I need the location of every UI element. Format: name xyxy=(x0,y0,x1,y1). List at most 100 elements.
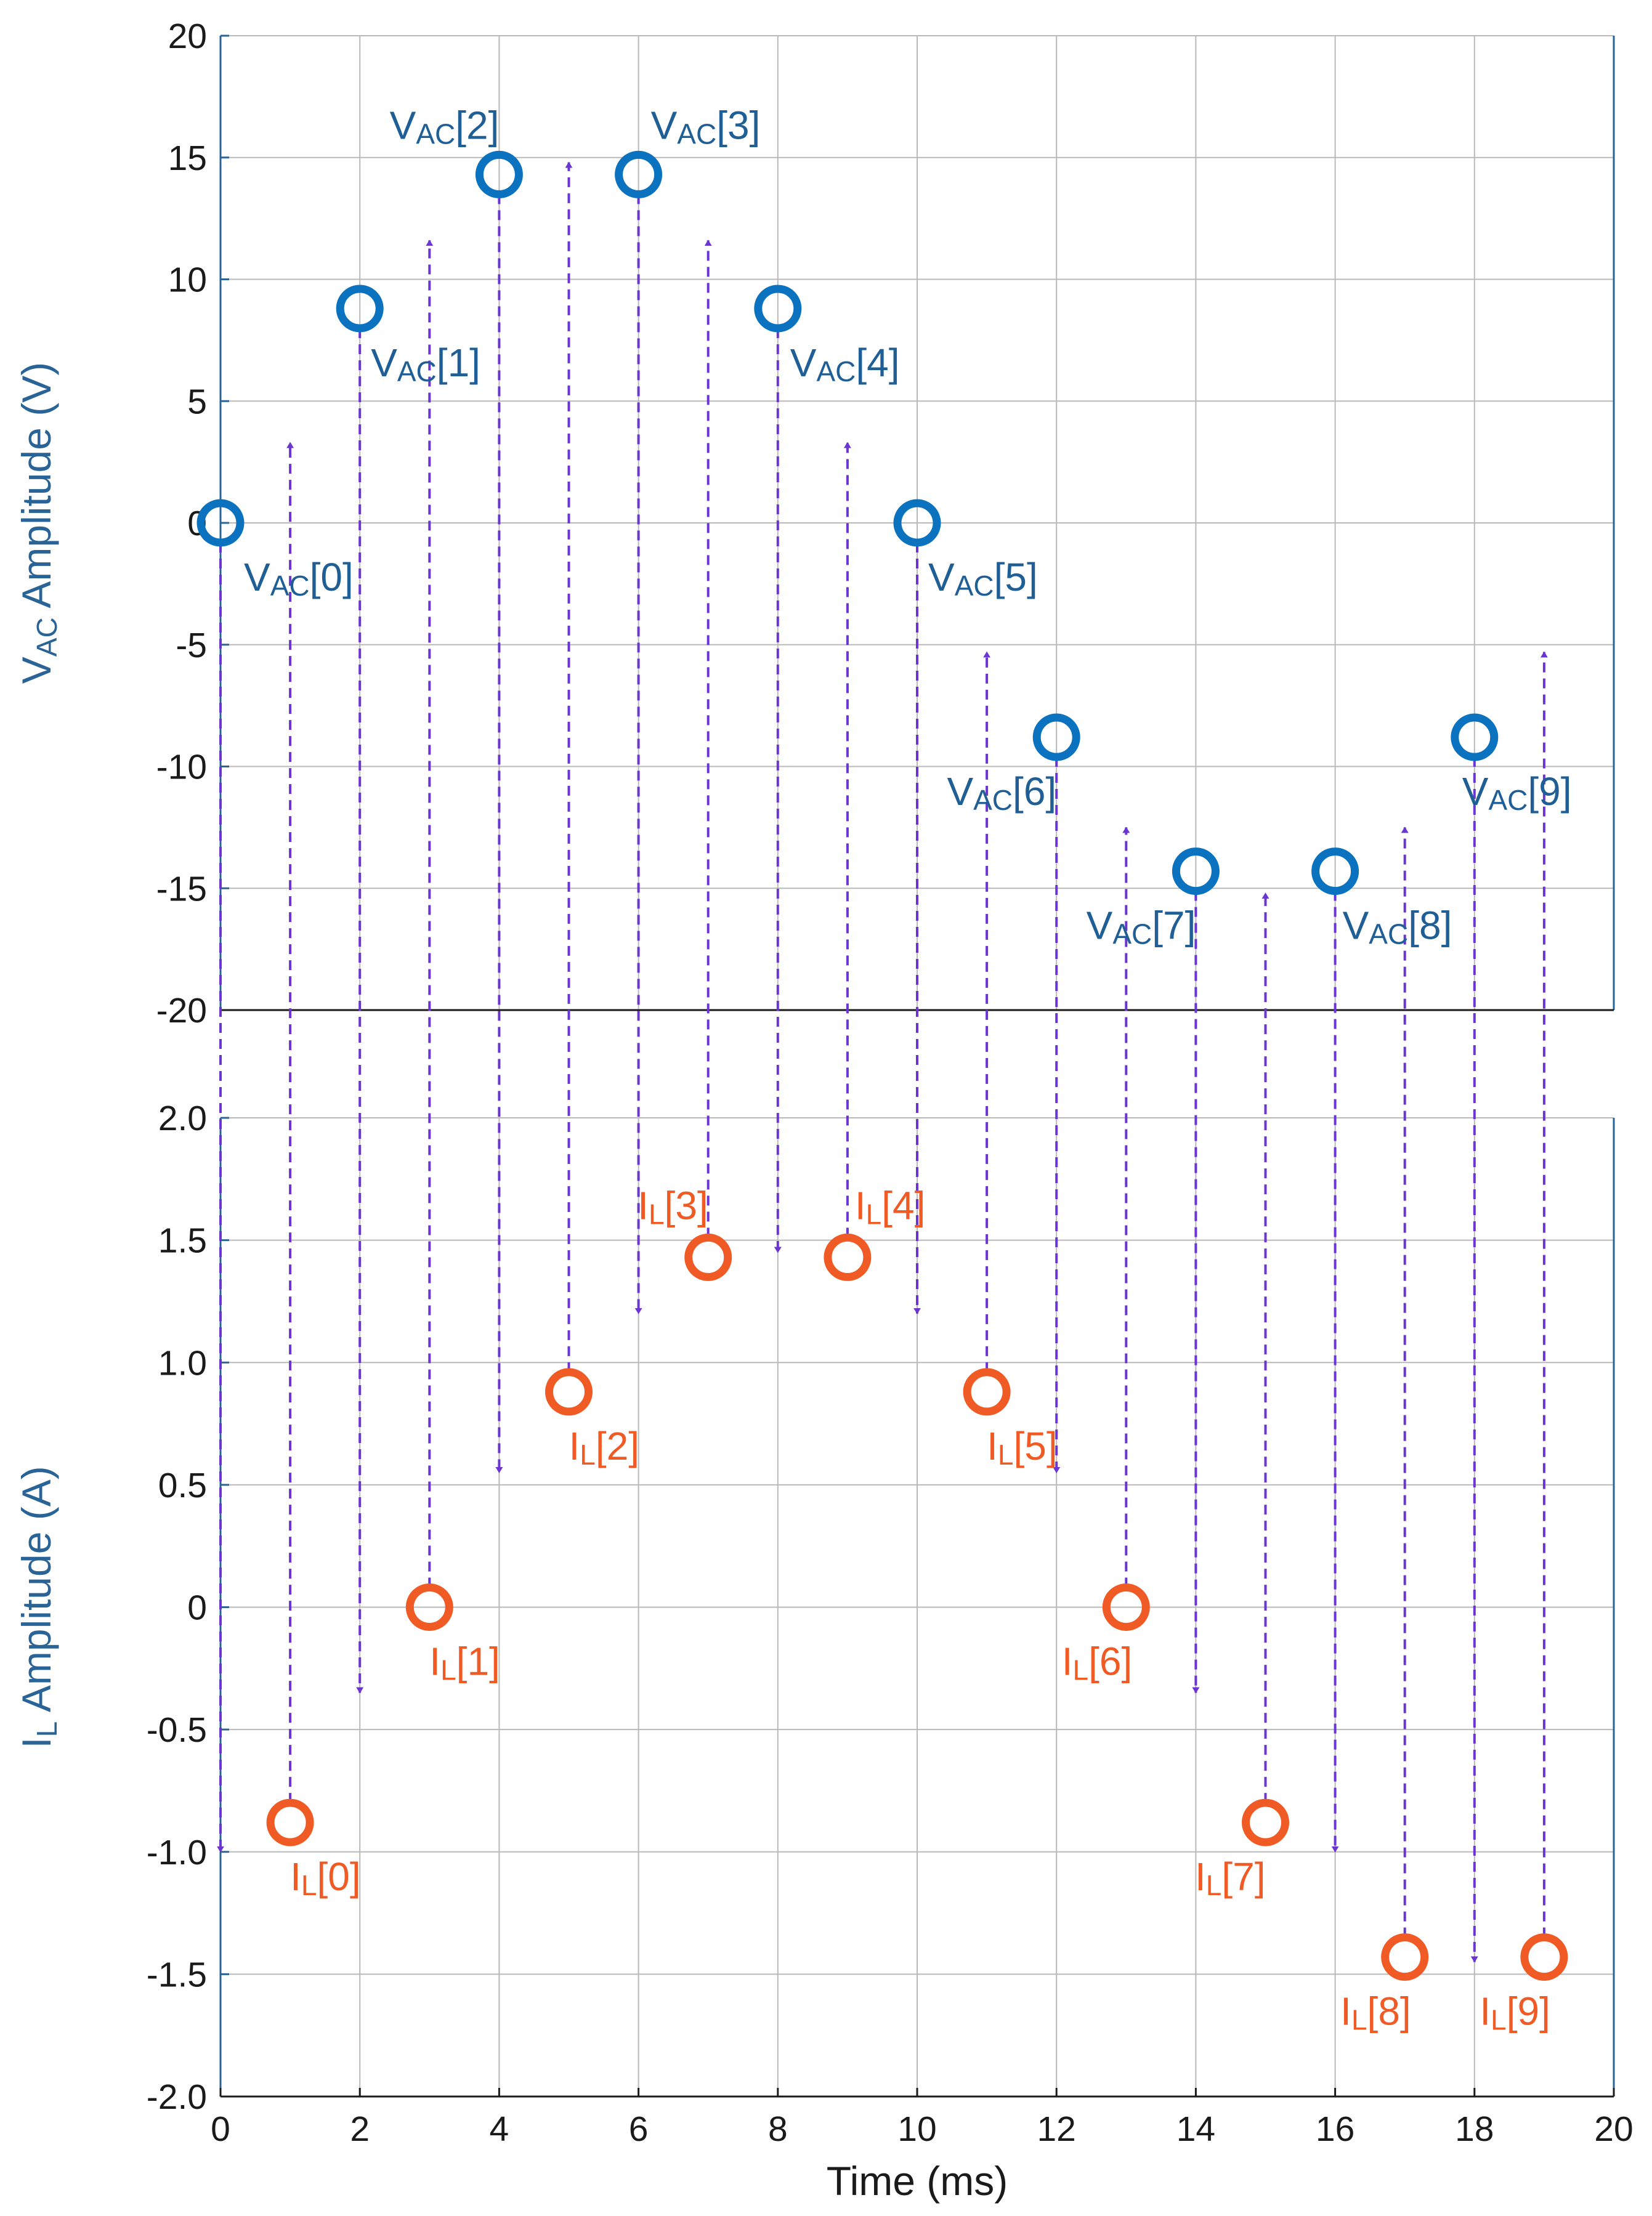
vac-label: VAC[5] xyxy=(928,555,1038,602)
data-markers: VAC[0]VAC[1]VAC[2] VAC[3]VAC[4]VAC[5]VAC[… xyxy=(196,103,1572,2036)
il-label: IL[1] xyxy=(429,1640,500,1686)
il-point xyxy=(684,1233,732,1281)
current-xtick-label: 4 xyxy=(490,2109,509,2149)
vac-label-sub: AC xyxy=(816,355,856,387)
il-label-sub: L xyxy=(866,1198,882,1230)
il-label: IL[7] xyxy=(1195,1854,1266,1901)
vac-label-main: V xyxy=(1087,904,1113,948)
current-ytick-label: 1.5 xyxy=(158,1221,207,1261)
vac-point xyxy=(1311,847,1359,896)
il-point xyxy=(1242,1798,1289,1846)
vac-label-main: V xyxy=(928,555,955,599)
vac-label-main: V xyxy=(1462,769,1489,814)
vac-point xyxy=(1032,713,1080,761)
voltage-ylabel: VAC Amplitude (V) xyxy=(14,362,63,684)
il-label-rest: [5] xyxy=(1013,1424,1057,1468)
il-label-main: I xyxy=(855,1183,866,1227)
vac-label-main: V xyxy=(790,341,817,385)
vac-label: VAC[7] xyxy=(1087,904,1196,950)
current-ytick-label: -1.5 xyxy=(147,1955,207,1994)
current-xtick-label: 12 xyxy=(1037,2109,1075,2149)
voltage-ytick-label: 10 xyxy=(168,261,207,300)
il-label: IL[6] xyxy=(1062,1640,1133,1686)
vac-point xyxy=(754,285,802,333)
vac-label: VAC[1] xyxy=(371,341,480,387)
il-label-main: I xyxy=(1480,1989,1491,2034)
voltage-ytick-label: 15 xyxy=(168,139,207,178)
current-ylabel-sub: L xyxy=(31,1721,63,1737)
vac-label-rest: [5] xyxy=(994,555,1038,599)
current-xtick-label: 6 xyxy=(629,2109,649,2149)
current-xtick-label: 10 xyxy=(897,2109,936,2149)
il-label: IL[4] xyxy=(855,1183,926,1230)
il-label-sub: L xyxy=(580,1439,596,1471)
il-point xyxy=(405,1583,453,1631)
vac-label-main: V xyxy=(371,341,397,385)
il-point xyxy=(824,1233,872,1281)
vac-label-rest: [4] xyxy=(856,341,899,385)
x-axis-title: Time (ms) xyxy=(827,2158,1008,2204)
current-ytick-label: -2.0 xyxy=(147,2077,207,2117)
vac-label-rest: [6] xyxy=(1013,769,1056,814)
vac-label-rest: [8] xyxy=(1408,904,1452,948)
vac-label-sub: AC xyxy=(973,784,1013,816)
il-label-main: I xyxy=(1340,1989,1351,2034)
voltage-ylabel-rest: Amplitude (V) xyxy=(14,362,59,618)
il-label-main: I xyxy=(429,1640,440,1684)
vac-label-rest: [7] xyxy=(1152,904,1196,948)
voltage-ytick-label: -5 xyxy=(176,626,207,665)
voltage-ytick-label: 20 xyxy=(168,17,207,56)
vac-point xyxy=(1451,713,1499,761)
voltage-ytick-label: -10 xyxy=(156,748,207,787)
current-xtick-label: 14 xyxy=(1176,2109,1215,2149)
il-label: IL[0] xyxy=(290,1854,361,1901)
current-ytick-label: 1.0 xyxy=(158,1343,207,1383)
vac-label-main: V xyxy=(651,103,678,147)
il-label-rest: [4] xyxy=(881,1183,925,1227)
il-label-rest: [0] xyxy=(317,1854,360,1899)
il-label-rest: [7] xyxy=(1221,1854,1265,1899)
il-label-sub: L xyxy=(649,1198,665,1230)
il-label-sub: L xyxy=(301,1869,317,1901)
il-label-main: I xyxy=(638,1183,649,1227)
il-label-rest: [2] xyxy=(596,1424,639,1468)
vac-label: VAC[3] xyxy=(651,103,761,150)
current-ytick-label: -1.0 xyxy=(147,1833,207,1872)
vac-point xyxy=(475,150,523,198)
vac-label-main: V xyxy=(390,103,416,147)
il-label-rest: [9] xyxy=(1507,1989,1550,2034)
current-xtick-label: 2 xyxy=(350,2109,370,2149)
current-xtick-label: 18 xyxy=(1455,2109,1494,2149)
il-point xyxy=(545,1368,593,1416)
current-ylabel: IL Amplitude (A) xyxy=(14,1466,63,1748)
il-point xyxy=(963,1368,1011,1416)
vac-label-rest: [0] xyxy=(310,555,354,599)
il-label-rest: [8] xyxy=(1367,1989,1411,2034)
il-label-main: I xyxy=(569,1424,580,1468)
il-label-main: I xyxy=(1195,1854,1206,1899)
vac-label: VAC[0] xyxy=(244,555,354,602)
vac-label-sub: AC xyxy=(677,118,716,150)
il-point xyxy=(266,1798,314,1846)
vac-label-sub: AC xyxy=(397,355,437,387)
vac-point xyxy=(336,285,384,333)
vac-label-rest: [9] xyxy=(1528,769,1571,814)
il-label-sub: L xyxy=(1073,1654,1089,1686)
vac-label-sub: AC xyxy=(1488,784,1528,816)
vac-label: VAC[2] xyxy=(390,103,500,150)
voltage-ytick-label: -20 xyxy=(156,991,207,1030)
current-xtick-label: 8 xyxy=(768,2109,788,2149)
vac-label-sub: AC xyxy=(1112,918,1152,950)
il-label: IL[3] xyxy=(638,1183,708,1230)
vac-label-main: V xyxy=(947,769,973,814)
vac-label: VAC[9] xyxy=(1462,769,1572,816)
il-label: IL[2] xyxy=(569,1424,640,1471)
voltage-ytick-label: 5 xyxy=(187,382,207,421)
current-ytick-label: 0 xyxy=(187,1588,207,1628)
vac-point xyxy=(196,499,245,547)
vac-point xyxy=(615,150,663,198)
current-ytick-label: -0.5 xyxy=(147,1710,207,1750)
il-point xyxy=(1102,1583,1150,1631)
